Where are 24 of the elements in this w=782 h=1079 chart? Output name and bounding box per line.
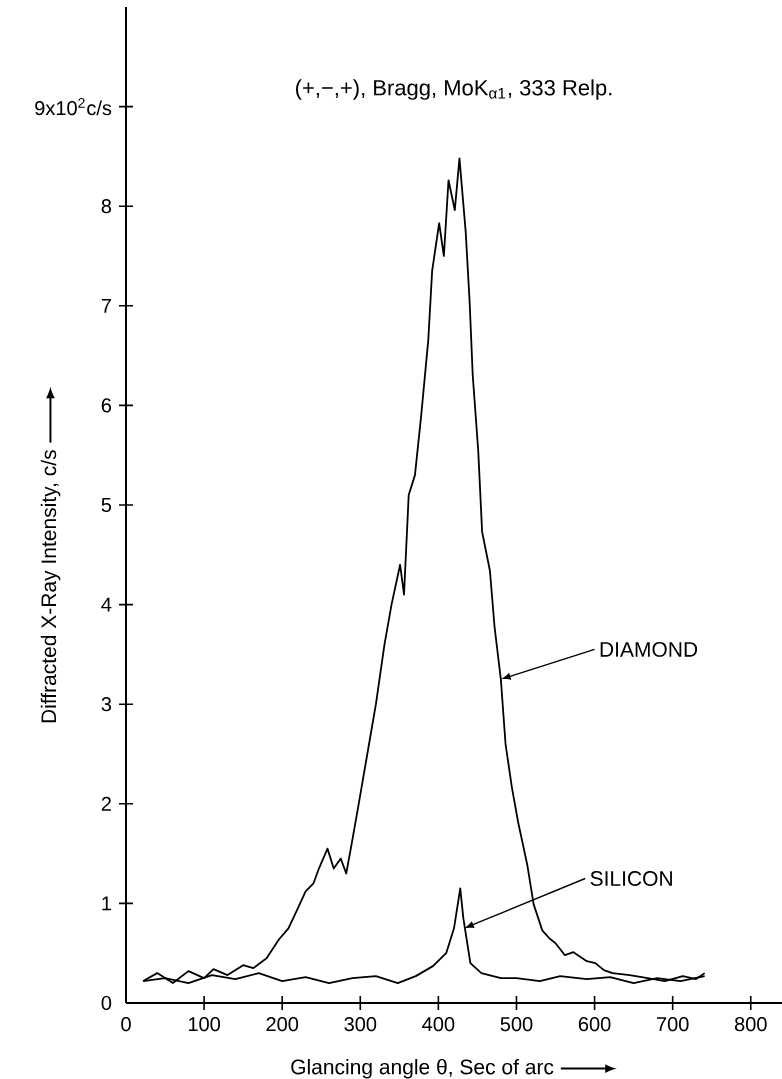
annotation: SILICON xyxy=(590,871,672,886)
annotation: DIAMOND xyxy=(600,641,698,657)
y-tick-label: 9x10$^{2}$c/s xyxy=(35,97,112,116)
y-tick-label: 8 xyxy=(101,199,112,214)
x-tick-label: 500 xyxy=(500,1017,533,1032)
y-tick-label: 2 xyxy=(101,796,111,811)
y-tick-label: 7 xyxy=(101,298,111,313)
x-axis-title: Glancing angle θ, Sec of arc xyxy=(291,1058,554,1079)
text: (+,−,+), Bragg, MoK$_{α1}$, 333 Relp. xyxy=(296,79,612,100)
y-tick-label: 3 xyxy=(101,697,112,712)
y-axis-title: Diffracted X-Ray Intensity, c/s xyxy=(40,450,61,723)
x-tick-label: 300 xyxy=(344,1017,377,1032)
x-tick-label: 800 xyxy=(734,1017,767,1032)
x-tick-label: 200 xyxy=(266,1017,299,1032)
x-tick-label: 100 xyxy=(188,1017,220,1032)
x-tick-label: 400 xyxy=(422,1017,455,1032)
y-tick-label: 1 xyxy=(102,896,111,911)
y-tick-label: 6 xyxy=(101,398,112,413)
x-tick-label: 600 xyxy=(578,1017,611,1032)
y-tick-label: 4 xyxy=(101,597,112,612)
x-tick-label: 700 xyxy=(657,1017,689,1032)
y-tick-label: 0 xyxy=(101,995,112,1011)
x-tick-label: 0 xyxy=(121,1017,131,1032)
y-tick-label: 5 xyxy=(101,498,112,512)
